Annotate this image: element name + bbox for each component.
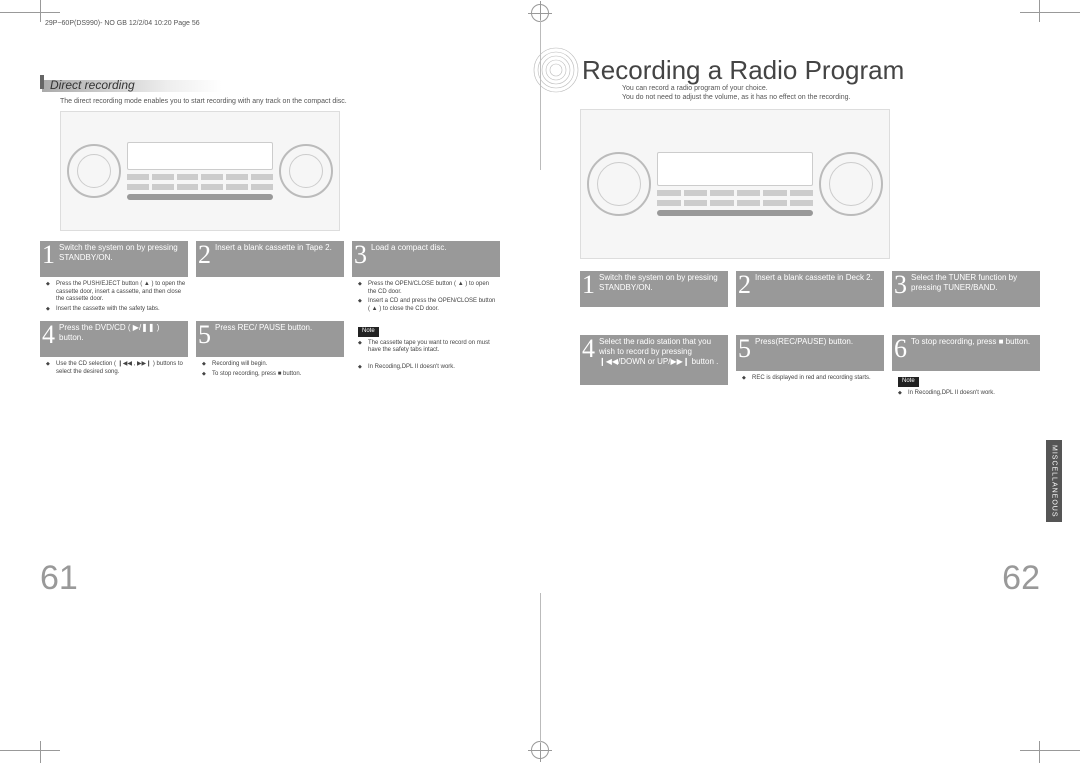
step-1: 1Switch the system on by pressing STANDB… [580, 271, 728, 307]
subtitle-line: You do not need to adjust the volume, as… [622, 94, 1040, 101]
step-5: 5 Press(REC/PAUSE) button. REC is display… [736, 335, 884, 399]
panel-center [127, 142, 273, 200]
step-text: Load a compact disc. [371, 243, 447, 253]
step-note: In Recoding,DPL II doesn't work. [898, 390, 1038, 398]
step-note: Insert the cassette with the safety tabs… [46, 306, 186, 314]
step-note: REC is displayed in red and recording st… [742, 375, 882, 383]
page-left: Direct recording The direct recording mo… [0, 0, 540, 763]
step-4: 4Press the DVD/CD ( ▶/❚❚ ) button. Use t… [40, 321, 188, 380]
page-title: Recording a Radio Program [582, 55, 904, 86]
step-text: To stop recording, press ■ button. [911, 337, 1030, 347]
step-note: Press the OPEN/CLOSE button ( ▲ ) to ope… [358, 281, 498, 296]
steps-row: 4Press the DVD/CD ( ▶/❚❚ ) button. Use t… [40, 321, 500, 380]
step-3: 3Select the TUNER function by pressing T… [892, 271, 1040, 307]
swirl-icon [532, 46, 580, 94]
lcd-icon [657, 152, 813, 186]
step-4: 4Select the radio station that you wish … [580, 335, 728, 399]
subtitle-line: You can record a radio program of your c… [622, 85, 1040, 92]
steps-row: 4Select the radio station that you wish … [580, 335, 1040, 399]
step-3: 3 Load a compact disc. Press the OPEN/CLO… [352, 241, 500, 315]
knob-icon [587, 152, 651, 216]
step-number: 5 [738, 337, 751, 360]
step-number: 5 [198, 323, 211, 346]
step-text: Press(REC/PAUSE) button. [755, 337, 853, 347]
step-2: 2 Insert a blank cassette in Deck 2. [736, 271, 884, 307]
knob-icon [819, 152, 883, 216]
step-number: 2 [738, 273, 751, 296]
step-6: 6 To stop recording, press ■ button. Note… [892, 335, 1040, 399]
lcd-icon [127, 142, 273, 170]
panel-center [657, 152, 813, 216]
step-1: 1Switch the system on by pressing STANDB… [40, 241, 188, 315]
stereo-illustration [580, 109, 890, 259]
section-header: Direct recording [40, 75, 500, 92]
cd-slot-icon [127, 194, 273, 200]
step-text: Insert a blank cassette in Tape 2. [215, 243, 332, 253]
note-chip: Note [898, 377, 919, 387]
section-subtitle: The direct recording mode enables you to… [60, 98, 500, 105]
step-text: Insert a blank cassette in Deck 2. [755, 273, 873, 283]
step-5: 5 Press REC/ PAUSE button. Recording will… [196, 321, 344, 380]
step-number: 3 [354, 243, 367, 266]
step-text: Select the TUNER function by pressing TU… [911, 273, 1036, 293]
step-note: Recording will begin. [202, 361, 342, 369]
step-number: 1 [582, 273, 595, 296]
steps-row: 1Switch the system on by pressing STANDB… [580, 271, 1040, 307]
step-number: 3 [894, 273, 907, 296]
steps-row: 1Switch the system on by pressing STANDB… [40, 241, 500, 315]
stereo-illustration [60, 111, 340, 231]
cd-slot-icon [657, 210, 813, 216]
step-number: 2 [198, 243, 211, 266]
page-number: 61 [40, 559, 78, 598]
section-bar-icon [40, 75, 44, 89]
step-text: Switch the system on by pressing STANDBY… [599, 273, 724, 293]
step-note-block: Note The cassette tape you want to recor… [352, 321, 500, 380]
step-text: Press the DVD/CD ( ▶/❚❚ ) button. [59, 323, 184, 343]
section-title: Direct recording [50, 78, 135, 92]
page-number: 62 [1002, 559, 1040, 598]
step-note: The cassette tape you want to record on … [358, 340, 498, 355]
knob-icon [279, 144, 333, 198]
side-tab: MISCELLANEOUS [1046, 440, 1062, 522]
step-text: Press REC/ PAUSE button. [215, 323, 312, 333]
step-text: Select the radio station that you wish t… [599, 337, 724, 367]
step-note: In Recoding,DPL II doesn't work. [358, 364, 498, 372]
step-2: 2 Insert a blank cassette in Tape 2. [196, 241, 344, 315]
step-number: 4 [42, 323, 55, 346]
page-spread: 29P~60P(DS990)- NO GB 12/2/04 10:20 Page… [0, 0, 1080, 763]
page-right: Recording a Radio Program You can record… [540, 0, 1080, 763]
step-note: Insert a CD and press the OPEN/CLOSE but… [358, 298, 498, 313]
step-note: To stop recording, press ■ button. [202, 371, 342, 379]
knob-icon [67, 144, 121, 198]
step-note: Use the CD selection ( ❙◀◀ , ▶▶❙ ) butto… [46, 361, 186, 376]
step-text: Switch the system on by pressing STANDBY… [59, 243, 184, 263]
step-number: 4 [582, 337, 595, 360]
note-chip: Note [358, 327, 379, 337]
step-note: Press the PUSH/EJECT button ( ▲ ) to ope… [46, 281, 186, 304]
step-number: 1 [42, 243, 55, 266]
step-number: 6 [894, 337, 907, 360]
